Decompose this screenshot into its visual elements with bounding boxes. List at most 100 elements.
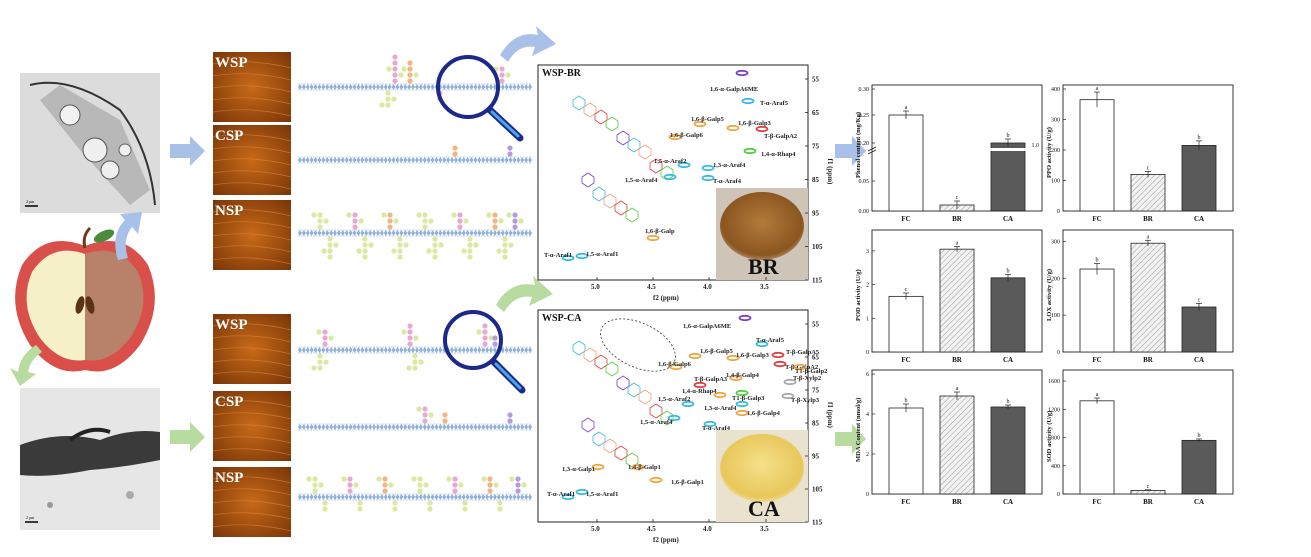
backbone-unit [364, 230, 369, 236]
bar [1181, 145, 1217, 212]
sample-label: BR [748, 254, 780, 279]
afm-sample-label: WSP [215, 55, 248, 71]
significance-letter: a [1147, 234, 1150, 240]
peak-label: 1,5-α-Araf1 [586, 251, 618, 258]
side-chain [507, 145, 513, 157]
sugar-residue [376, 476, 382, 482]
sugar-residue [357, 506, 363, 512]
nmr-peak: 1,3-α-Araf4 [701, 162, 746, 172]
afm-texture-line [212, 524, 292, 532]
side-chain [496, 236, 514, 260]
y-tick-label: 2 [866, 452, 869, 458]
peak-label: 1,6-β-Galp6 [670, 132, 704, 139]
y-tick-label: 100 [1051, 179, 1060, 185]
sugar-residue [457, 212, 463, 218]
x-tick-label: FC [901, 356, 910, 364]
backbone-unit [305, 347, 310, 353]
backbone-unit [493, 424, 497, 430]
nmr-peak: 1,6-β-Galp3 [726, 120, 772, 132]
backbone-unit [434, 347, 439, 353]
sugar-residue [327, 242, 333, 248]
curved-arrow-blue [115, 212, 142, 260]
side-chain [391, 236, 409, 260]
backbone-unit [356, 424, 361, 430]
backbone-unit [524, 157, 529, 163]
sugar-ring [605, 361, 619, 377]
sugar-residue [387, 212, 393, 218]
peak-contour [669, 363, 683, 371]
backbone-unit [379, 347, 384, 353]
side-chain [492, 335, 498, 347]
sugar-residue [368, 242, 374, 248]
bar [888, 295, 924, 353]
peak-label: 1,4-α-Rhap4 [761, 151, 796, 158]
backbone-unit [360, 230, 365, 236]
sugar-residue [416, 406, 422, 412]
afm-texture-line [212, 488, 292, 496]
backbone-unit [442, 84, 447, 90]
backbone-unit [313, 84, 318, 90]
backbone-unit [454, 347, 458, 353]
sugar-residue [496, 248, 502, 254]
backbone-unit [298, 84, 302, 90]
backbone-unit [348, 84, 353, 90]
peak-label: T-α-Araf1 [547, 491, 575, 498]
backbone-unit [489, 230, 493, 236]
backbone-unit [481, 424, 486, 430]
peak-label: T-α-Araf1 [544, 252, 572, 259]
backbone-unit [473, 230, 478, 236]
sugar-residue [512, 224, 518, 230]
sugar-residue [392, 54, 398, 60]
sugar-residue [423, 482, 429, 488]
backbone-unit [333, 84, 337, 90]
y-tick-label: 800 [1051, 436, 1060, 442]
bar-charts: Phenol content (mg/Kg) 0.00 0.05 0.20 0.25 0.… [855, 84, 1234, 506]
sugar-residue [432, 254, 438, 260]
peak-contour [738, 314, 752, 322]
sugar-ring [638, 389, 652, 405]
sugar-residue [492, 335, 498, 341]
backbone-unit [321, 157, 326, 163]
backbone-unit [477, 157, 482, 163]
peak-label: T-β-GalpA5 [786, 349, 820, 356]
y-tick-label: 4 [866, 412, 869, 418]
y-axis-label: f1 (ppm) [826, 402, 834, 429]
peak-contour [735, 409, 749, 417]
backbone-unit [368, 157, 373, 163]
backbone-unit [508, 157, 513, 163]
backbone-unit [411, 424, 415, 430]
afm-texture-line [212, 436, 292, 444]
backbone-unit [528, 230, 532, 236]
significance-letter: b [1007, 133, 1010, 139]
sugar-residue [352, 212, 358, 218]
sugar-residue [458, 482, 464, 488]
magnifier-icon [443, 310, 526, 394]
bar [990, 142, 1026, 212]
y-tick-label: 105 [812, 486, 823, 494]
sugar-residue [312, 476, 318, 482]
side-chain [486, 212, 504, 230]
backbone-unit [368, 347, 373, 353]
backbone-unit [356, 230, 361, 236]
backbone-unit [376, 230, 380, 236]
y-tick-label: 100 [1051, 313, 1060, 319]
y-tick-label: 65 [812, 109, 820, 117]
backbone-unit [520, 157, 525, 163]
backbone-unit [465, 157, 470, 163]
backbone-unit [399, 494, 404, 500]
backbone-unit [438, 424, 443, 430]
sugar-residue [432, 242, 438, 248]
backbone-unit [340, 230, 345, 236]
backbone-unit [415, 84, 419, 90]
side-chain [322, 500, 328, 512]
backbone-unit [309, 424, 314, 430]
bar [1181, 439, 1217, 495]
peak-contour [575, 488, 589, 496]
x-tick-label: 5.0 [591, 525, 600, 533]
arrow-right-blue [835, 136, 866, 166]
peak-contour [693, 120, 707, 128]
bar-chart: LOX activity (U/g) 0 100 200 300 b FC a BR c CA [1046, 229, 1234, 364]
backbone-unit [426, 230, 431, 236]
backbone-unit [348, 424, 353, 430]
